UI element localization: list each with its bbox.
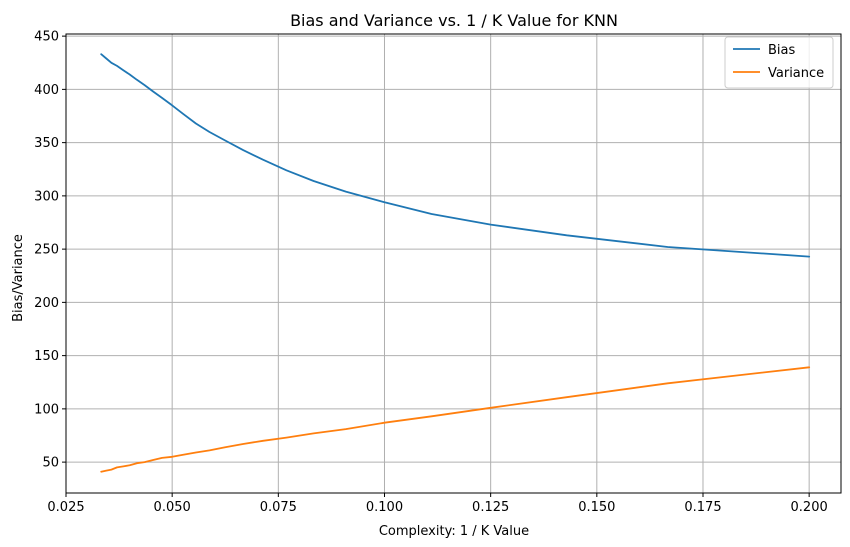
y-tick-label: 200 (34, 296, 59, 311)
x-tick-label: 0.025 (47, 500, 84, 515)
x-axis-label: Complexity: 1 / K Value (379, 524, 529, 539)
chart-title: Bias and Variance vs. 1 / K Value for KN… (290, 11, 618, 30)
grid-lines (65, 34, 841, 493)
series-line-variance (100, 366, 811, 473)
x-tick-label: 0.125 (472, 500, 509, 515)
y-tick-label: 450 (34, 30, 59, 45)
y-tick-label: 400 (34, 83, 59, 98)
y-tick-label: 350 (34, 136, 59, 151)
y-tick-label: 100 (34, 402, 59, 417)
y-tick-label: 150 (34, 349, 59, 364)
x-tick-label: 0.175 (684, 500, 721, 515)
y-axis-label: Bias/Variance (11, 234, 26, 322)
x-tick-label: 0.150 (578, 500, 615, 515)
legend-label-bias: Bias (768, 43, 795, 58)
y-tick-label: 300 (34, 189, 59, 204)
legend: Bias Variance (724, 36, 834, 89)
y-tick-label: 250 (34, 243, 59, 258)
axis-ticks: 0.025 0.050 0.075 0.100 0.125 0.150 0.175 0.200… (34, 30, 828, 515)
y-tick-label: 50 (42, 456, 59, 471)
series-line-bias (100, 53, 811, 258)
x-tick-label: 0.200 (791, 500, 828, 515)
x-tick-label: 0.100 (366, 500, 403, 515)
x-tick-label: 0.050 (154, 500, 191, 515)
x-tick-label: 0.075 (260, 500, 297, 515)
plot-area-frame (65, 33, 842, 494)
plot-series (100, 53, 811, 473)
legend-label-variance: Variance (768, 66, 824, 81)
